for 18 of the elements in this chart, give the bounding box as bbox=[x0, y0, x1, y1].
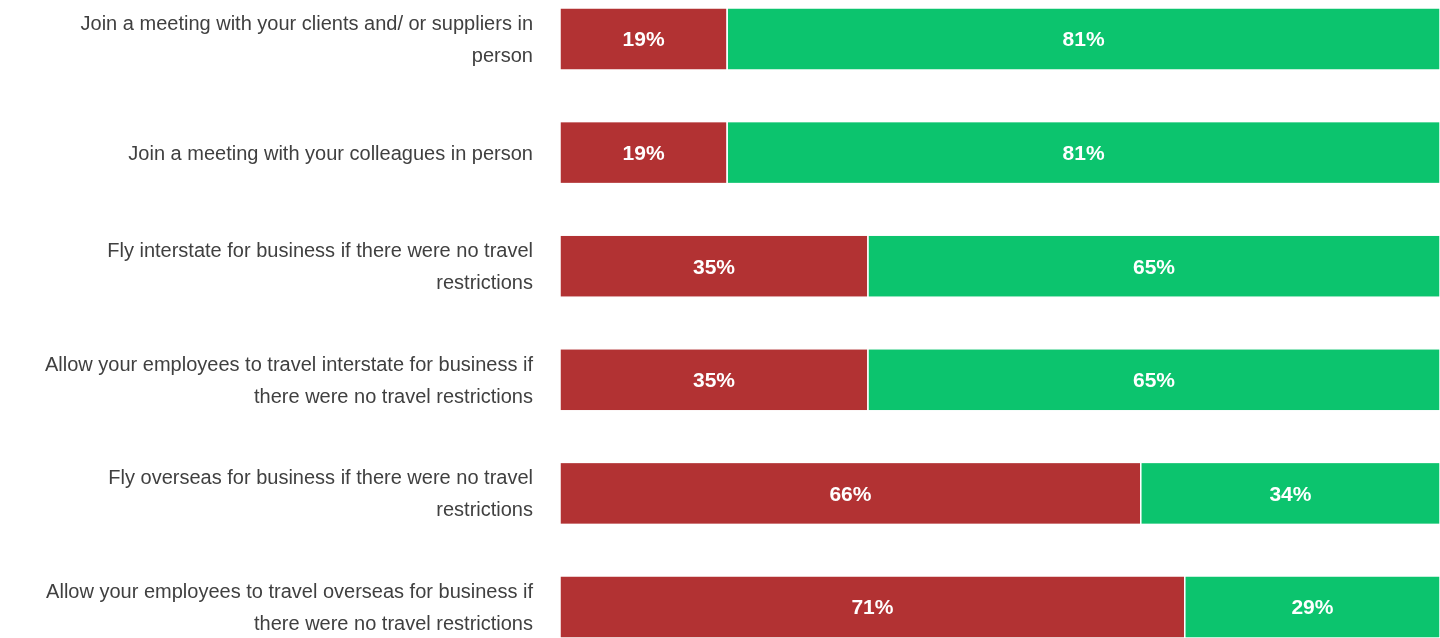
data-label: 71% bbox=[851, 595, 894, 619]
y-tick-label: Fly interstate for business if there were no travel restrictions bbox=[107, 239, 533, 294]
data-label: 81% bbox=[1062, 140, 1105, 164]
y-tick-label: Join a meeting with your clients and/ or suppliers in person bbox=[80, 12, 533, 66]
y-tick-label: Join a meeting with your colleagues in person bbox=[128, 141, 533, 164]
data-label: 65% bbox=[1132, 254, 1176, 278]
y-tick-label: Allow your employees to travel interstate for business if there were no travel restrictions bbox=[45, 352, 534, 407]
data-label: 29% bbox=[1291, 595, 1334, 619]
data-label: 66% bbox=[829, 481, 872, 505]
data-label: 35% bbox=[692, 368, 736, 392]
data-label: 19% bbox=[622, 140, 665, 164]
y-tick-label: Fly overseas for business if there were no travel restrictions bbox=[108, 466, 533, 521]
data-label: 35% bbox=[692, 254, 736, 278]
data-label: 34% bbox=[1269, 481, 1312, 505]
data-label: 65% bbox=[1132, 368, 1176, 392]
y-tick-label: Allow your employees to travel overseas for business if there were no travel restrictions bbox=[46, 580, 534, 634]
data-label: 19% bbox=[622, 27, 665, 51]
data-label: 81% bbox=[1062, 27, 1105, 51]
